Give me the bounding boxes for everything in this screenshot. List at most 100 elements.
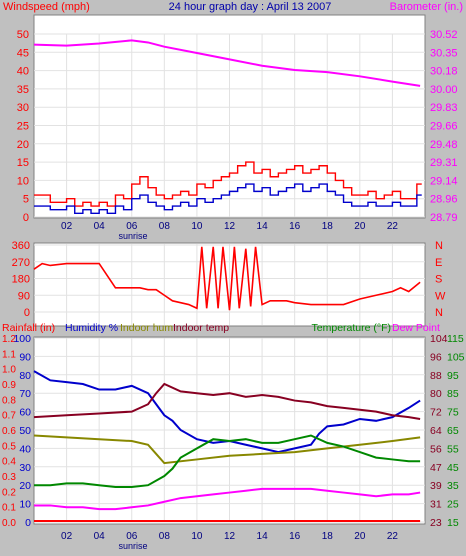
compass-tick-4: N [435, 240, 443, 252]
wind-direction-series [33, 246, 421, 311]
baro-tick-6: 29.83 [430, 102, 458, 114]
sunrise-label-bottom: sunrise [118, 541, 147, 551]
wind-tick-2: 10 [17, 175, 29, 187]
temperature-f-line [34, 434, 421, 489]
temp-tick-a-2: 39 [430, 480, 442, 492]
hum-x-tick-02: 02 [61, 531, 73, 542]
compass-tick-3: E [435, 257, 442, 269]
baro-tick-4: 29.48 [430, 139, 458, 151]
hum-tick-0: 0 [25, 517, 31, 529]
baro-tick-2: 29.14 [430, 175, 458, 187]
hum-x-tick-08: 08 [159, 531, 171, 542]
temp-tick-a-9: 96 [430, 351, 442, 363]
temp-tick-a-4: 56 [430, 443, 442, 455]
temp-tick-b-2: 35 [447, 480, 459, 492]
compass-tick-2: S [435, 274, 442, 286]
rain-tick-9: 0.9 [2, 380, 16, 391]
temp-tick-a-1: 31 [430, 499, 442, 511]
temp-tick-a-5: 64 [430, 425, 442, 437]
rain-tick-3: 0.3 [2, 472, 16, 483]
wind-tick-3: 15 [17, 157, 29, 169]
baro-tick-8: 30.18 [430, 66, 458, 78]
wind-tick-0: 0 [23, 212, 29, 224]
chart-title: 24 hour graph day : April 13 2007 [169, 1, 332, 13]
baro-tick-0: 28.79 [430, 212, 458, 224]
dir-tick-3: 270 [12, 257, 30, 269]
hum-x-tick-14: 14 [257, 531, 269, 542]
wind-x-tick-22: 22 [387, 221, 399, 232]
hum-x-tick-04: 04 [94, 531, 106, 542]
dir-tick-4: 360 [12, 240, 30, 252]
hum-tick-4: 40 [19, 443, 31, 455]
rain-tick-7: 0.7 [2, 411, 16, 422]
hum-x-tick-22: 22 [387, 531, 399, 542]
rain-tick-2: 0.2 [2, 487, 16, 498]
baro-tick-3: 29.31 [430, 157, 458, 169]
wind-barometer-grid [34, 33, 425, 218]
baro-tick-10: 30.52 [430, 29, 458, 41]
hum-tick-7: 70 [19, 388, 31, 400]
barometer-ticks: 28.79 28.96 29.14 29.31 29.48 29.66 29.83 30.00… [430, 29, 458, 224]
temp-tick-b-6: 75 [447, 407, 459, 419]
wind-tick-6: 30 [17, 102, 29, 114]
temperature-ticks-inner: 23 31 39 47 56 64 72 80 88 96 104 [430, 333, 448, 529]
baro-tick-9: 30.35 [430, 47, 458, 59]
rain-tick-8: 0.8 [2, 395, 16, 406]
direction-degree-ticks: 0 90 180 270 360 [12, 240, 30, 319]
wind-tick-7: 35 [17, 84, 29, 96]
temp-tick-b-5: 65 [447, 425, 459, 437]
wind-x-tick-20: 20 [354, 221, 366, 232]
temp-tick-a-10: 104 [430, 333, 448, 345]
rain-tick-6: 0.6 [2, 426, 16, 437]
wind-tick-1: 5 [23, 194, 29, 206]
barometer-axis-label: Barometer (in.) [390, 1, 463, 13]
compass-tick-0: N [435, 307, 443, 319]
temp-tick-b-4: 55 [447, 443, 459, 455]
wind-tick-8: 40 [17, 66, 29, 78]
wind-direction-grid [34, 244, 425, 325]
wind-x-tick-14: 14 [257, 221, 269, 232]
temperature-axis-label: Temperature (°F) [312, 322, 391, 334]
windspeed-ticks: 0 5 10 15 20 25 30 35 40 45 50 [17, 29, 29, 224]
temp-tick-a-3: 47 [430, 462, 442, 474]
hum-tick-3: 30 [19, 462, 31, 474]
indoor-hum-line [33, 434, 421, 465]
hum-tick-1: 10 [19, 499, 31, 511]
barometer-line [33, 39, 421, 87]
rain-tick-1: 0.1 [2, 503, 16, 514]
wind-barometer-panel: Windspeed (mph) 24 hour graph day : Apri… [3, 1, 463, 241]
hum-tick-5: 50 [19, 425, 31, 437]
dir-tick-0: 0 [24, 307, 30, 319]
temp-tick-b-9: 105 [447, 351, 465, 363]
rain-tick-4: 0.4 [2, 457, 16, 468]
temp-tick-a-8: 88 [430, 370, 442, 382]
dew-point-axis-label: Dew Point [392, 322, 440, 334]
hum-x-tick-06: 06 [126, 531, 138, 542]
temp-tick-a-7: 80 [430, 388, 442, 400]
hum-x-tick-18: 18 [322, 531, 334, 542]
humidity-axis-label: Humidity % [65, 322, 118, 334]
hum-tick-2: 20 [19, 480, 31, 492]
baro-tick-5: 29.66 [430, 121, 458, 133]
windspeed-line [34, 183, 422, 215]
temp-tick-a-6: 72 [430, 407, 442, 419]
humidity-temperature-panel: Rainfall (in) Humidity % Indoor hum Indo… [2, 322, 465, 551]
wind-tick-5: 25 [17, 121, 29, 133]
dew-point-line [34, 487, 421, 511]
temp-tick-b-3: 45 [447, 462, 459, 474]
baro-tick-7: 30.00 [430, 84, 458, 96]
wind-x-ticks: 02 04 06 08 10 12 14 16 18 20 22 [61, 221, 398, 232]
wind-x-tick-02: 02 [61, 221, 73, 232]
temp-tick-b-0: 15 [447, 517, 459, 529]
rain-tick-12: 1.2 [2, 334, 16, 345]
hum-x-tick-10: 10 [191, 531, 203, 542]
hum-tick-6: 60 [19, 407, 31, 419]
wind-tick-10: 50 [17, 29, 29, 41]
humidity-x-ticks: 02 04 06 08 10 12 14 16 18 20 22 [61, 531, 398, 542]
temperature-ticks-outer: 15 25 35 45 55 65 75 85 95 105 115 [447, 333, 465, 529]
rain-tick-5: 0.5 [2, 441, 16, 452]
rain-tick-0: 0.0 [2, 518, 16, 529]
wind-barometer-series [33, 39, 422, 215]
